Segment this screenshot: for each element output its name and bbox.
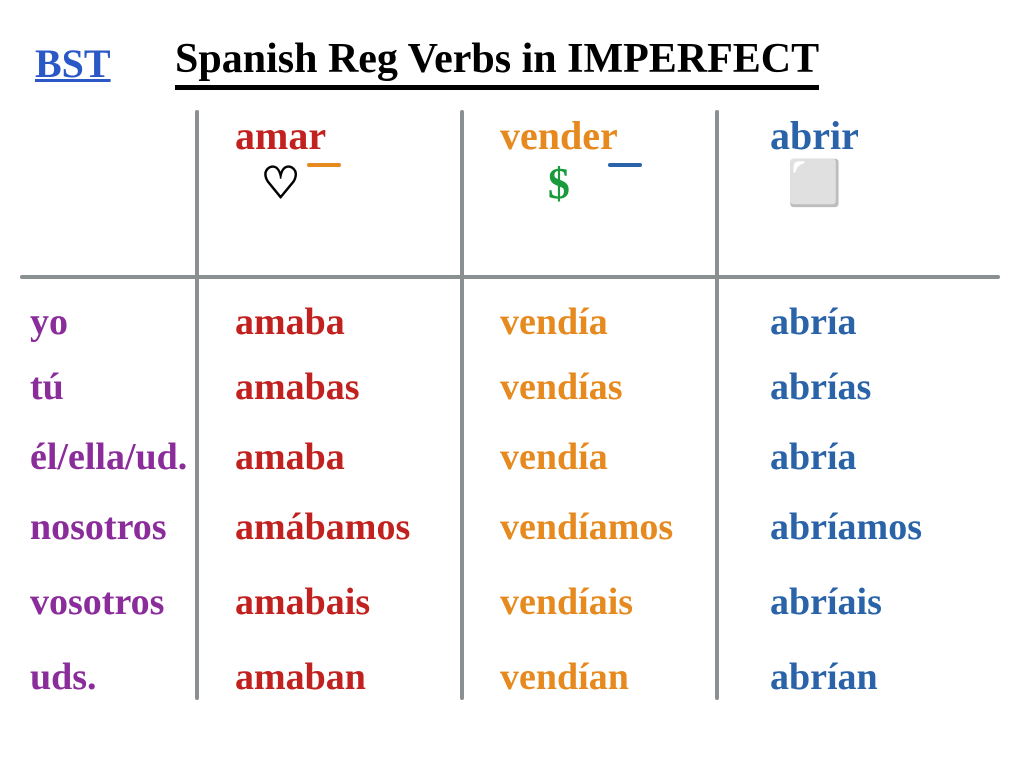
header-divider-line bbox=[20, 275, 1000, 279]
cell-vender-vosotros: vendíais bbox=[500, 580, 633, 624]
pronoun-nosotros: nosotros bbox=[30, 505, 167, 549]
vline-2 bbox=[460, 110, 464, 700]
page-title: Spanish Reg Verbs in IMPERFECT bbox=[175, 35, 819, 90]
amar-ending-underline bbox=[307, 163, 341, 167]
cell-vender-tu: vendías bbox=[500, 365, 622, 409]
cell-abrir-el: abría bbox=[770, 435, 857, 479]
course-badge: BST bbox=[35, 40, 111, 87]
verb-vender-label: vender bbox=[500, 113, 618, 158]
col-header-abrir: abrir ⬜ bbox=[770, 115, 859, 207]
col-header-vender: vender $ bbox=[500, 115, 618, 207]
cell-amar-uds: amaban bbox=[235, 655, 366, 699]
cell-abrir-uds: abrían bbox=[770, 655, 878, 699]
heart-icon: ♡ bbox=[235, 161, 326, 207]
cell-vender-nosotros: vendíamos bbox=[500, 505, 673, 549]
cell-vender-uds: vendían bbox=[500, 655, 629, 699]
cell-amar-tu: amabas bbox=[235, 365, 360, 409]
open-box-icon: ⬜ bbox=[770, 161, 859, 207]
pronoun-yo: yo bbox=[30, 300, 68, 344]
pronoun-tu: tú bbox=[30, 365, 64, 409]
cell-abrir-yo: abría bbox=[770, 300, 857, 344]
cell-amar-vosotros: amabais bbox=[235, 580, 370, 624]
cell-abrir-vosotros: abríais bbox=[770, 580, 882, 624]
vline-1 bbox=[195, 110, 199, 700]
vline-3 bbox=[715, 110, 719, 700]
vender-ending-underline bbox=[608, 163, 642, 167]
pronoun-vosotros: vosotros bbox=[30, 580, 164, 624]
whiteboard: BST Spanish Reg Verbs in IMPERFECT amar … bbox=[0, 0, 1024, 768]
cell-amar-nosotros: amábamos bbox=[235, 505, 410, 549]
cell-amar-yo: amaba bbox=[235, 300, 345, 344]
col-header-amar: amar ♡ bbox=[235, 115, 326, 207]
cell-abrir-tu: abrías bbox=[770, 365, 871, 409]
cell-amar-el: amaba bbox=[235, 435, 345, 479]
cell-abrir-nosotros: abríamos bbox=[770, 505, 922, 549]
verb-abrir-label: abrir bbox=[770, 113, 859, 158]
cell-vender-yo: vendía bbox=[500, 300, 608, 344]
verb-amar-label: amar bbox=[235, 113, 326, 158]
pronoun-uds: uds. bbox=[30, 655, 97, 699]
cell-vender-el: vendía bbox=[500, 435, 608, 479]
pronoun-el-ella-ud: él/ella/ud. bbox=[30, 435, 187, 479]
dollar-icon: $ bbox=[500, 161, 618, 207]
